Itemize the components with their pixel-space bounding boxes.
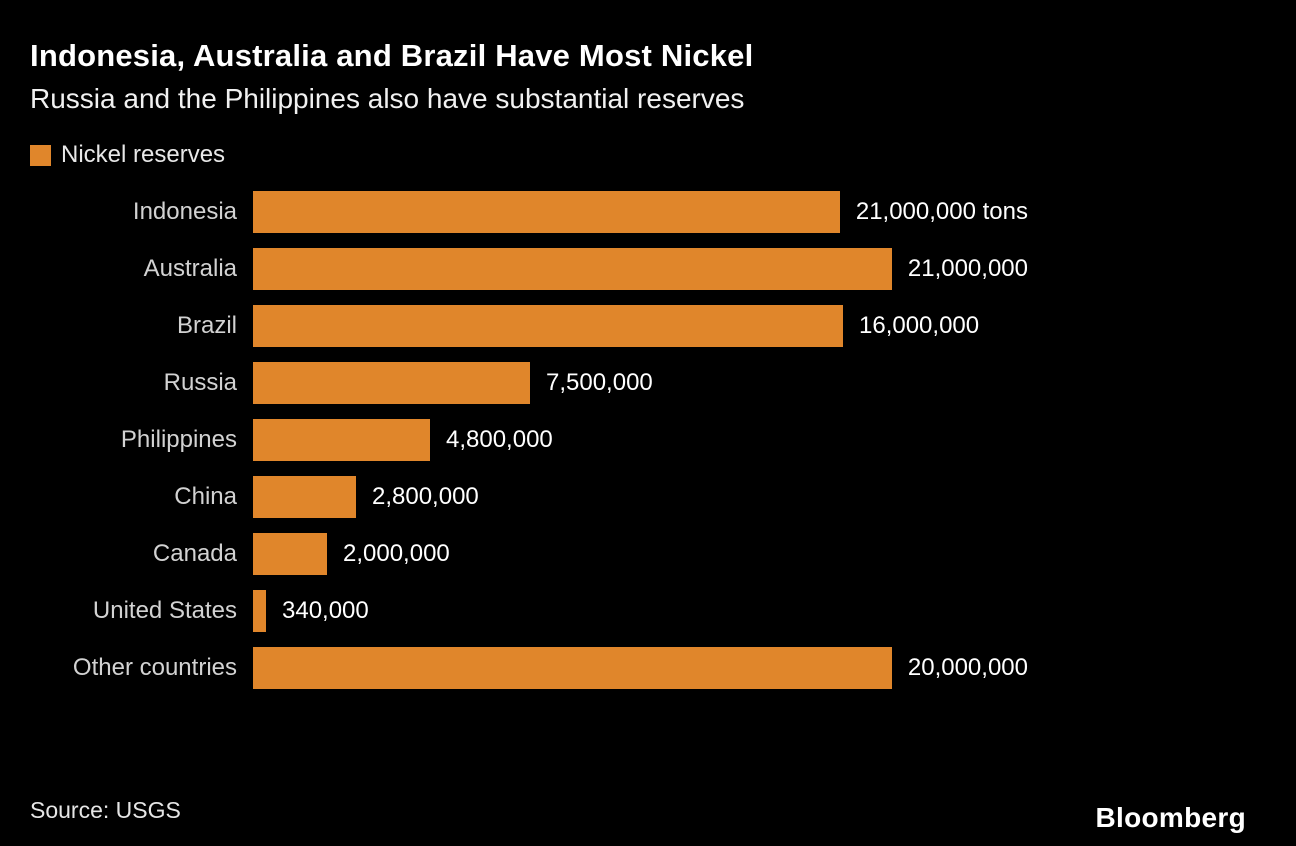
bar-value-label: 2,800,000 (372, 482, 479, 510)
bar-track: 7,500,000 (253, 361, 1028, 404)
chart-title: Indonesia, Australia and Brazil Have Mos… (30, 38, 754, 73)
legend-label: Nickel reserves (61, 141, 226, 169)
bar-track: 2,800,000 (253, 475, 1028, 518)
bar-category-label: Australia (143, 254, 237, 282)
bar-row: Brazil 16,000,000 (0, 297, 1296, 354)
bar-value-label: 16,000,000 (859, 311, 980, 339)
bar-track: 16,000,000 (253, 304, 1028, 347)
bar-chart: Indonesia 21,000,000 tons Australia 21,000,… (0, 183, 1296, 696)
bar (253, 646, 892, 689)
bar-row: Russia 7,500,000 (0, 354, 1296, 411)
bar-track: 4,800,000 (253, 418, 1028, 461)
bar-value-label: 7,500,000 (546, 368, 653, 396)
bar (253, 190, 840, 233)
chart-subtitle: Russia and the Philippines also have sub… (30, 82, 745, 114)
bar (253, 304, 843, 347)
chart-header: Indonesia, Australia and Brazil Have Mos… (0, 0, 1296, 115)
bar-value-label: 340,000 (282, 596, 369, 624)
bar-row: Australia 21,000,000 (0, 240, 1296, 297)
bar-value-label: 21,000,000 tons (855, 197, 1028, 225)
bar-track: 21,000,000 (253, 247, 1028, 290)
bar-track: 20,000,000 (253, 646, 1028, 689)
bar (253, 589, 266, 632)
bar-row: Other countries 20,000,000 (0, 639, 1296, 696)
bar-track: 21,000,000 tons (253, 190, 1028, 233)
bar-row: Canada 2,000,000 (0, 525, 1296, 582)
bar-value-label: 4,800,000 (446, 425, 553, 453)
bar (253, 475, 356, 518)
source-note: Source: USGS (30, 797, 181, 823)
bar-category-label: China (174, 482, 237, 510)
bar-value-label: 21,000,000 (907, 254, 1028, 282)
bar-track: 340,000 (253, 589, 1028, 632)
bloomberg-logo: Bloomberg (1095, 802, 1246, 833)
bar-category-label: Other countries (72, 653, 237, 681)
bar-row: United States 340,000 (0, 582, 1296, 639)
bar-value-label: 2,000,000 (343, 539, 450, 567)
bar (253, 532, 327, 575)
legend-swatch-icon (30, 144, 51, 166)
bar-category-label: Canada (152, 539, 237, 567)
bar-category-label: Brazil (176, 311, 237, 339)
bar-category-label: Indonesia (132, 197, 237, 225)
bar (253, 361, 530, 404)
bar (253, 418, 430, 461)
bar-track: 2,000,000 (253, 532, 1028, 575)
bar-row: Philippines 4,800,000 (0, 411, 1296, 468)
bar-value-label: 20,000,000 (907, 653, 1028, 681)
bar-row: Indonesia 21,000,000 tons (0, 183, 1296, 240)
bar-category-label: Philippines (120, 425, 237, 453)
bar-category-label: United States (92, 596, 237, 624)
bar (253, 247, 892, 290)
bar-category-label: Russia (163, 368, 237, 396)
legend: Nickel reserves (30, 141, 1296, 169)
bar-row: China 2,800,000 (0, 468, 1296, 525)
